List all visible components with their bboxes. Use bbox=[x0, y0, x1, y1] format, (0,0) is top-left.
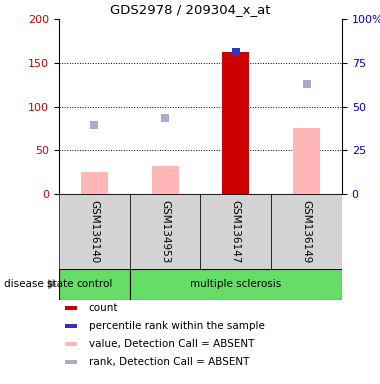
Text: GSM136149: GSM136149 bbox=[302, 200, 312, 263]
Bar bbox=[81, 172, 108, 194]
Text: percentile rank within the sample: percentile rank within the sample bbox=[89, 321, 264, 331]
Text: value, Detection Call = ABSENT: value, Detection Call = ABSENT bbox=[89, 339, 254, 349]
Bar bbox=[293, 128, 320, 194]
Bar bbox=[222, 52, 249, 194]
Text: control: control bbox=[76, 279, 112, 289]
Text: GSM136140: GSM136140 bbox=[89, 200, 99, 263]
Bar bbox=[65, 306, 77, 310]
Text: GSM136147: GSM136147 bbox=[231, 200, 241, 263]
Bar bbox=[130, 269, 342, 300]
Bar bbox=[130, 194, 201, 269]
Text: GDS2978 / 209304_x_at: GDS2978 / 209304_x_at bbox=[110, 3, 270, 16]
Bar bbox=[152, 166, 179, 194]
Text: disease state: disease state bbox=[4, 279, 73, 289]
Bar bbox=[59, 194, 130, 269]
Bar bbox=[65, 324, 77, 328]
Text: count: count bbox=[89, 303, 118, 313]
Text: multiple sclerosis: multiple sclerosis bbox=[190, 279, 282, 289]
Bar bbox=[201, 194, 271, 269]
Bar bbox=[65, 360, 77, 364]
Text: GSM134953: GSM134953 bbox=[160, 200, 170, 263]
Bar bbox=[271, 194, 342, 269]
Bar bbox=[59, 269, 130, 300]
Text: rank, Detection Call = ABSENT: rank, Detection Call = ABSENT bbox=[89, 357, 249, 367]
Bar bbox=[65, 342, 77, 346]
